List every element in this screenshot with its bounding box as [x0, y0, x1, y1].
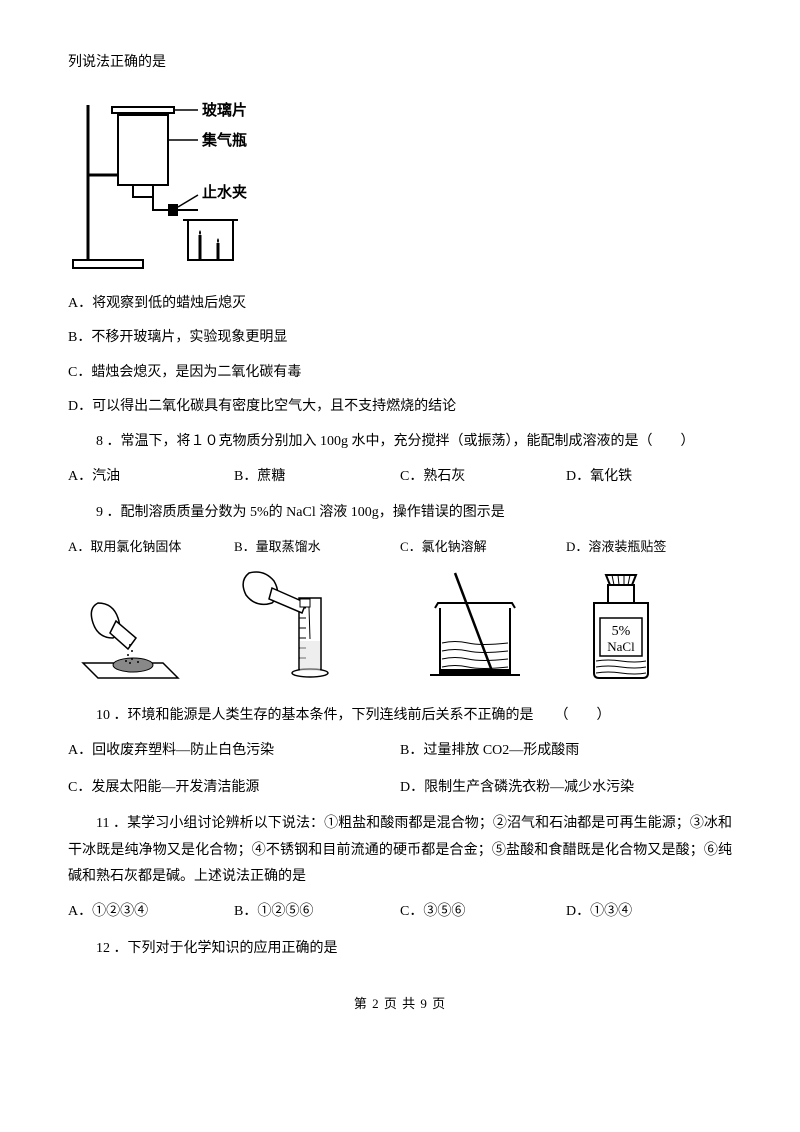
q10-row1: A．回收废弃塑料—防止白色污染 B．过量排放 CO2—形成酸雨 [68, 738, 732, 765]
q7-option-d: D．可以得出二氧化碳具有密度比空气大，且不支持燃烧的结论 [68, 394, 732, 421]
q9-images: 5% NaCl [68, 563, 732, 683]
q9-img-a [68, 583, 198, 683]
q11-option-d: D．①③④ [566, 899, 732, 926]
q8-stem: 8 ．常温下，将１０克物质分别加入 100g 水中，充分搅拌（或振荡），能配制成… [68, 429, 732, 456]
q10-option-d: D．限制生产含磷洗衣粉—减少水污染 [400, 775, 732, 802]
q10-row2: C．发展太阳能—开发清洁能源 D．限制生产含磷洗衣粉—减少水污染 [68, 775, 732, 802]
label-pinch-clamp: 止水夹 [202, 183, 247, 201]
q9-img-d: 5% NaCl [566, 563, 676, 683]
q7-diagram: 玻璃片 集气瓶 止水夹 [68, 85, 732, 275]
bottle-label-nacl: NaCl [607, 639, 635, 654]
q9-label-d: D．溶液装瓶贴签 [566, 535, 732, 560]
q11-stem: 11 ．某学习小组讨论辨析以下说法：①粗盐和酸雨都是混合物；②沼气和石油都是可再… [68, 811, 732, 891]
page-footer: 第 2 页 共 9 页 [68, 992, 732, 1017]
q8-option-d: D．氧化铁 [566, 464, 732, 491]
q9-label-b: B．量取蒸馏水 [234, 535, 400, 560]
label-glass-plate: 玻璃片 [202, 101, 247, 119]
q9-labels-row: A．取用氯化钠固体 B．量取蒸馏水 C．氯化钠溶解 D．溶液装瓶贴签 [68, 535, 732, 560]
q9-img-b [234, 563, 384, 683]
q10-option-c: C．发展太阳能—开发清洁能源 [68, 775, 400, 802]
q11-option-a: A．①②③④ [68, 899, 234, 926]
q10-option-a: A．回收废弃塑料—防止白色污染 [68, 738, 400, 765]
q10-option-b: B．过量排放 CO2—形成酸雨 [400, 738, 732, 765]
q12-stem: 12 ．下列对于化学知识的应用正确的是 [68, 936, 732, 963]
q11-option-c: C．③⑤⑥ [400, 899, 566, 926]
q7-option-a: A．将观察到低的蜡烛后熄灭 [68, 291, 732, 318]
q8-option-c: C．熟石灰 [400, 464, 566, 491]
label-gas-jar: 集气瓶 [201, 131, 247, 149]
q7-option-c: C．蜡烛会熄灭，是因为二氧化碳有毒 [68, 360, 732, 387]
q9-stem: 9 ．配制溶质质量分数为 5%的 NaCl 溶液 100g，操作错误的图示是 [68, 500, 732, 527]
q11-options: A．①②③④ B．①②⑤⑥ C．③⑤⑥ D．①③④ [68, 899, 732, 926]
q8-options: A．汽油 B．蔗糖 C．熟石灰 D．氧化铁 [68, 464, 732, 491]
bottle-label-5pct: 5% [612, 624, 631, 639]
q8-option-b: B．蔗糖 [234, 464, 400, 491]
q11-option-b: B．①②⑤⑥ [234, 899, 400, 926]
q8-option-a: A．汽油 [68, 464, 234, 491]
header-fragment: 列说法正确的是 [68, 50, 732, 77]
q7-option-b: B．不移开玻璃片，实验现象更明显 [68, 325, 732, 352]
q10-stem: 10 ．环境和能源是人类生存的基本条件，下列连线前后关系不正确的是 （ ） [68, 703, 732, 730]
q9-img-c [400, 563, 540, 683]
q9-label-c: C．氯化钠溶解 [400, 535, 566, 560]
q9-label-a: A．取用氯化钠固体 [68, 535, 234, 560]
